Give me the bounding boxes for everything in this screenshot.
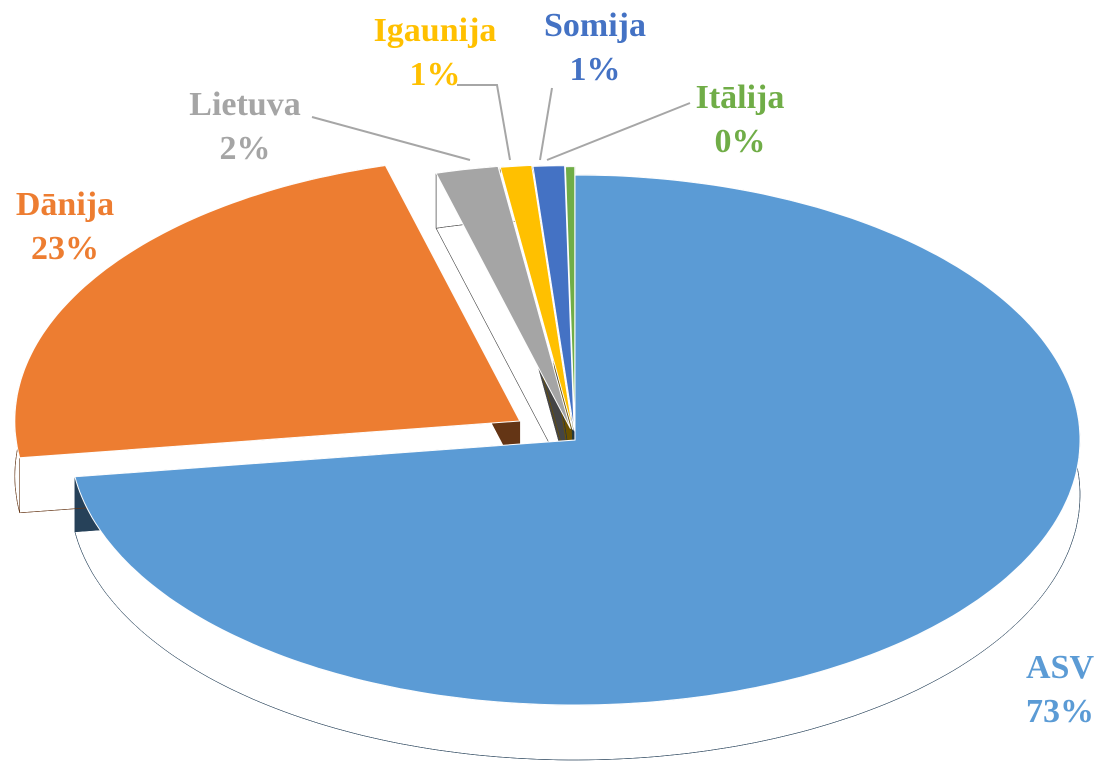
category-label: Lietuva — [189, 86, 300, 123]
leader-line — [457, 84, 511, 161]
slice — [564, 166, 576, 432]
category-label: Igaunija — [374, 12, 497, 49]
category-label: Somija — [544, 7, 646, 44]
slice — [532, 165, 575, 431]
value-label: 1% — [570, 51, 621, 88]
value-label: 73% — [1026, 693, 1094, 730]
category-label: Dānija — [16, 186, 114, 223]
leader-line — [539, 87, 553, 161]
value-label: 23% — [31, 230, 99, 267]
slice — [499, 164, 574, 430]
category-label: Itālija — [696, 79, 785, 116]
value-label: 0% — [715, 123, 766, 160]
labels: ASV 73% Dānija 23% Lietuva 2% Igaunija 1% Somija… — [16, 7, 1095, 730]
category-label: ASV — [1026, 649, 1094, 686]
slice — [435, 165, 571, 429]
slice-tops — [14, 164, 1081, 706]
slice — [14, 164, 521, 459]
leader-line — [546, 102, 691, 161]
leader-line — [311, 116, 471, 161]
slice — [74, 174, 1081, 706]
value-label: 1% — [410, 56, 461, 93]
value-label: 2% — [220, 130, 271, 167]
